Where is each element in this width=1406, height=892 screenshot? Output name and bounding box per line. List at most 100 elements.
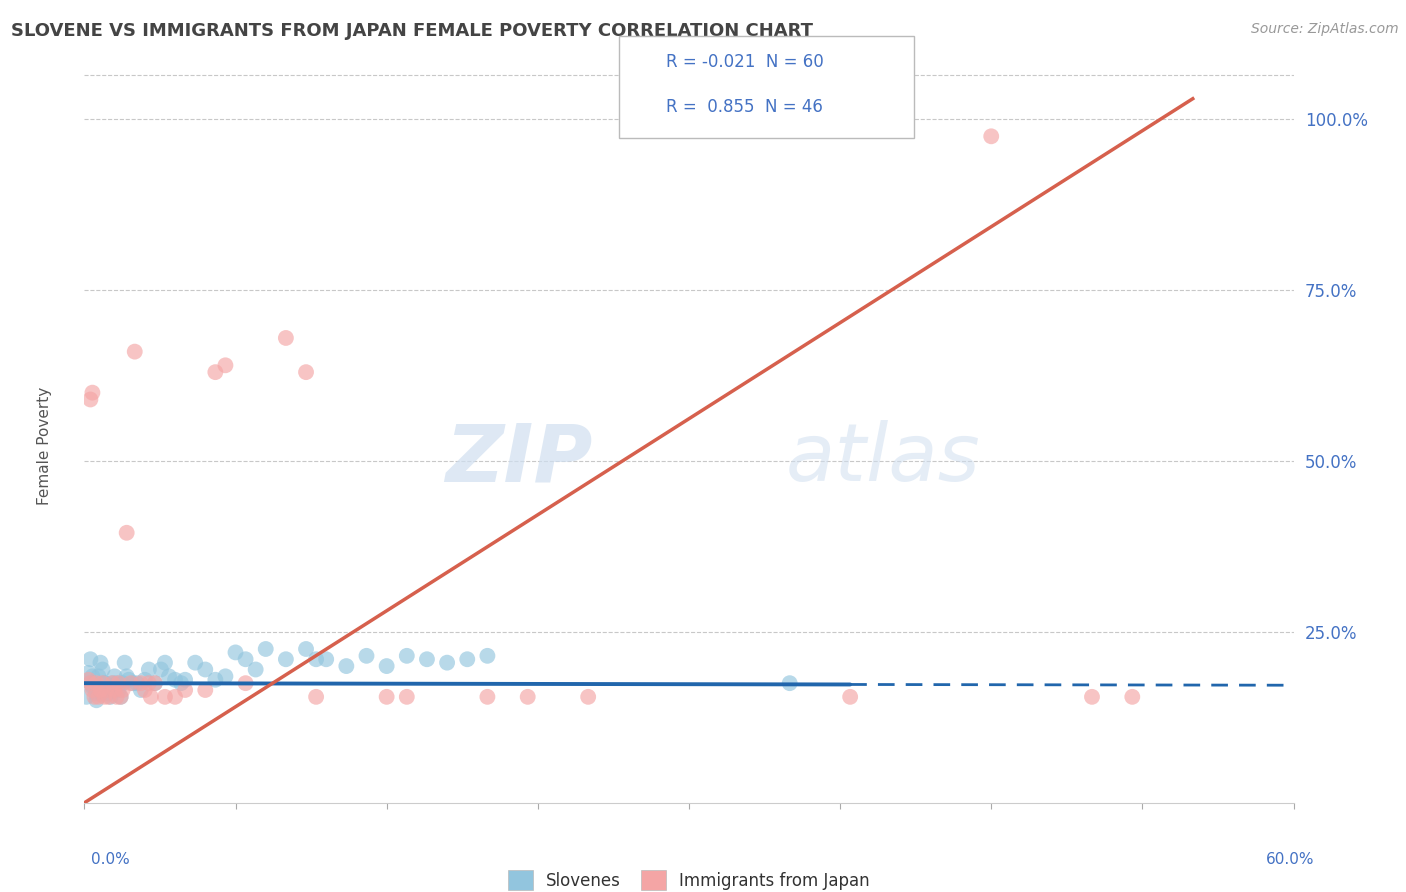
Point: [305, 652, 328, 666]
Point: [100, 690, 122, 704]
Point: [153, 656, 176, 670]
Point: [96, 683, 118, 698]
Point: [134, 683, 156, 698]
Point: [86, 693, 108, 707]
Point: [104, 669, 127, 683]
Point: [125, 676, 148, 690]
Point: [315, 652, 337, 666]
Point: [295, 642, 318, 657]
Point: [143, 676, 166, 690]
Point: [93, 690, 115, 704]
Point: [120, 676, 142, 690]
Point: [89, 686, 111, 700]
Point: [153, 690, 176, 704]
Point: [165, 673, 187, 687]
Point: [79, 676, 101, 690]
Point: [110, 690, 132, 704]
Point: [79, 652, 101, 666]
Point: [124, 344, 146, 359]
Point: [79, 392, 101, 407]
Point: [91, 663, 114, 677]
Point: [839, 690, 862, 704]
Point: [104, 683, 127, 698]
Point: [83, 690, 105, 704]
Point: [105, 690, 128, 704]
Point: [129, 683, 152, 698]
Point: [170, 676, 193, 690]
Point: [139, 690, 162, 704]
Legend: Slovenes, Immigrants from Japan: Slovenes, Immigrants from Japan: [501, 863, 877, 892]
Text: 0.0%: 0.0%: [91, 852, 131, 867]
Point: [101, 676, 124, 690]
Point: [105, 676, 128, 690]
Point: [118, 673, 141, 687]
Point: [194, 683, 217, 698]
Point: [97, 686, 120, 700]
Point: [356, 648, 378, 663]
Text: SLOVENE VS IMMIGRANTS FROM JAPAN FEMALE POVERTY CORRELATION CHART: SLOVENE VS IMMIGRANTS FROM JAPAN FEMALE …: [11, 22, 813, 40]
Point: [82, 385, 104, 400]
Point: [245, 663, 267, 677]
Point: [121, 676, 143, 690]
Point: [143, 676, 166, 690]
Point: [214, 359, 236, 373]
Text: R = -0.021  N = 60: R = -0.021 N = 60: [666, 54, 824, 71]
Point: [157, 669, 180, 683]
Point: [89, 683, 111, 698]
Point: [204, 673, 226, 687]
Point: [96, 683, 118, 698]
Point: [87, 669, 110, 683]
Point: [274, 331, 297, 345]
Point: [97, 690, 120, 704]
Point: [436, 656, 458, 670]
Point: [75, 690, 97, 704]
Point: [174, 683, 197, 698]
Point: [86, 686, 108, 700]
Point: [101, 676, 124, 690]
Point: [138, 663, 160, 677]
Point: [214, 669, 236, 683]
Point: [87, 690, 110, 704]
Point: [204, 365, 226, 379]
Point: [416, 652, 439, 666]
Point: [980, 129, 1002, 144]
Point: [107, 676, 129, 690]
Point: [149, 663, 172, 677]
Point: [107, 683, 129, 698]
Point: [194, 663, 217, 677]
Point: [82, 683, 104, 698]
Point: [477, 648, 499, 663]
Point: [82, 669, 104, 683]
Point: [115, 525, 138, 540]
Text: Female Poverty: Female Poverty: [38, 387, 52, 505]
Point: [395, 690, 418, 704]
Point: [779, 676, 801, 690]
Point: [235, 676, 257, 690]
Text: atlas: atlas: [786, 420, 980, 498]
Point: [576, 690, 599, 704]
Point: [174, 673, 197, 687]
Point: [83, 676, 105, 690]
Point: [110, 690, 132, 704]
Point: [93, 676, 115, 690]
Point: [456, 652, 478, 666]
Point: [335, 659, 357, 673]
Point: [375, 690, 398, 704]
Point: [274, 652, 297, 666]
Point: [165, 690, 187, 704]
Point: [184, 656, 207, 670]
Point: [82, 680, 104, 694]
Point: [114, 656, 136, 670]
Point: [91, 676, 114, 690]
Point: [79, 676, 101, 690]
Point: [138, 676, 160, 690]
Point: [111, 683, 134, 698]
Point: [235, 652, 257, 666]
Point: [89, 656, 111, 670]
Point: [395, 648, 418, 663]
Text: 60.0%: 60.0%: [1267, 852, 1315, 867]
Point: [1121, 690, 1143, 704]
Point: [1081, 690, 1104, 704]
Point: [295, 365, 318, 379]
Text: R =  0.855  N = 46: R = 0.855 N = 46: [666, 98, 824, 116]
